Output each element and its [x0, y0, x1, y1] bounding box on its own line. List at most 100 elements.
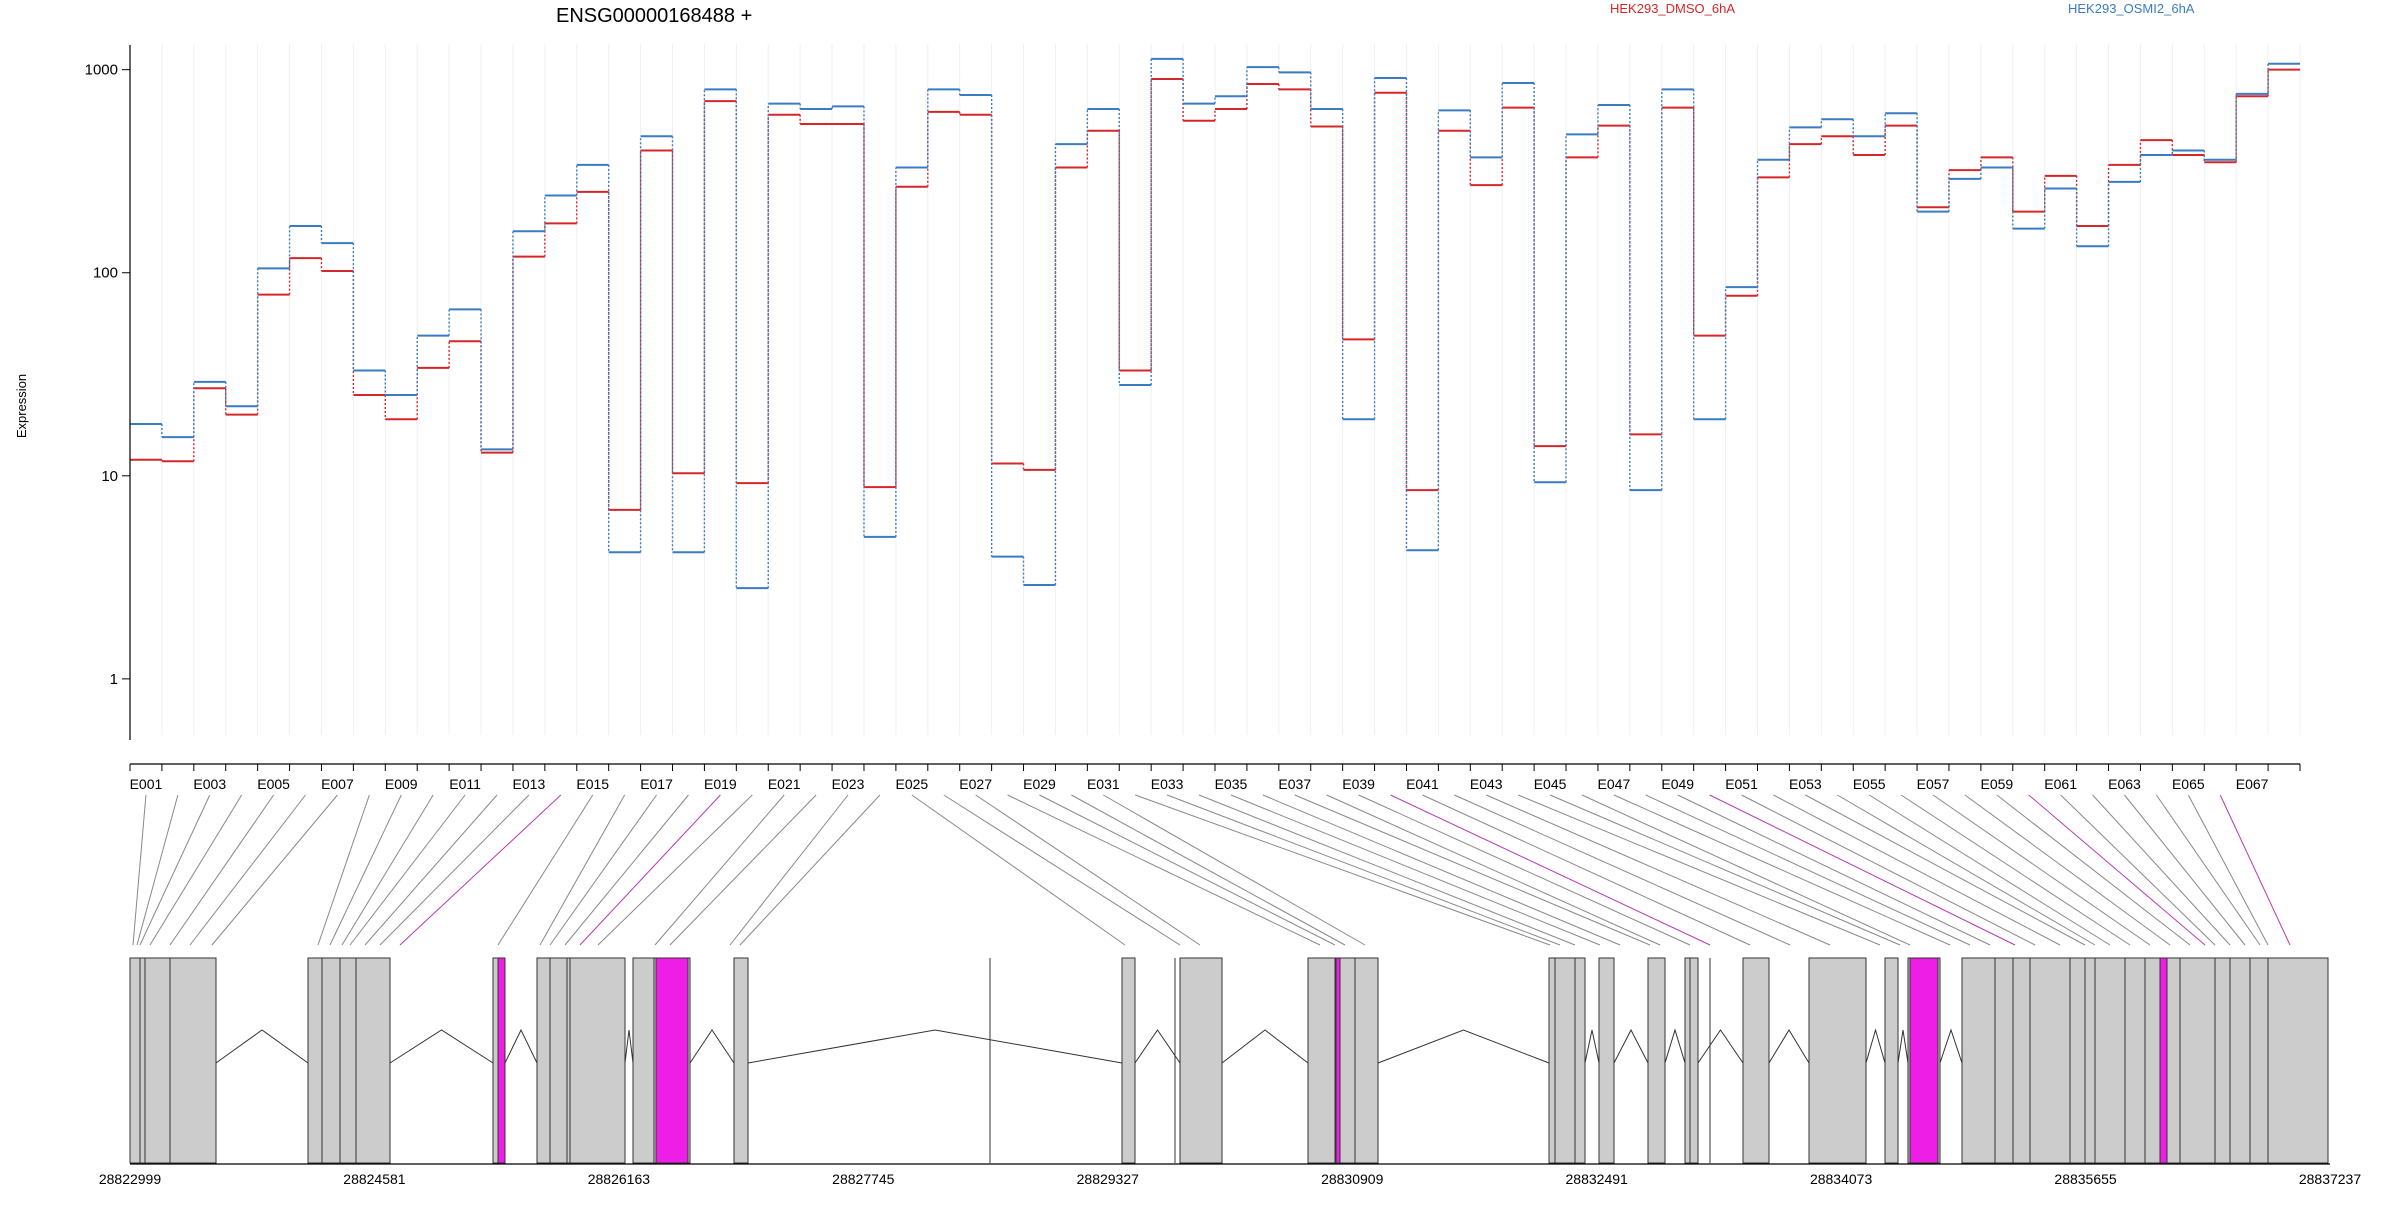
- series-layer: [130, 57, 2300, 590]
- intron-line: [1664, 1028, 1686, 1064]
- exon-block: [1684, 957, 1699, 1164]
- genome-tick-label: 28829327: [1077, 1171, 1140, 1187]
- exon-connector: [1900, 794, 2131, 946]
- x-tick-label: E063: [2108, 776, 2141, 792]
- y-tick-label: 1000: [85, 62, 118, 79]
- intron-line: [1768, 1029, 1810, 1064]
- exon-connector: [1773, 794, 2061, 946]
- exon-connector: [1868, 794, 2111, 946]
- exon-connector: [1996, 794, 2191, 946]
- exon-connector: [669, 794, 817, 946]
- x-tick-label: E047: [1598, 776, 1631, 792]
- exon-block: [307, 957, 391, 1164]
- x-tick-label: E003: [193, 776, 226, 792]
- exon-connector: [1262, 794, 1621, 946]
- exon-connector: [364, 794, 498, 946]
- genome-axis: 28822999 28824581 28826163 28827745 28829327…: [99, 1163, 2362, 1187]
- x-tick-label: E023: [832, 776, 865, 792]
- x-tick-label: E039: [1342, 776, 1375, 792]
- exon-connector: [497, 794, 594, 946]
- exon-connector: [341, 794, 434, 946]
- exon-connector: [2124, 794, 2246, 946]
- exon-connector: [1230, 794, 1601, 946]
- y-tick-label: 100: [93, 265, 118, 282]
- exon-connector: [1805, 794, 2086, 946]
- intron-line: [624, 1029, 634, 1064]
- exon-connector: [1932, 794, 2151, 946]
- exon-block: [1808, 957, 1867, 1164]
- intron-line: [504, 1028, 538, 1064]
- x-tick-label: E029: [1023, 776, 1056, 792]
- exon-connectors: [132, 794, 2291, 946]
- axes-layer: 1 10 100 1000 E001 E003 E005 E007 E009 E011 E013 E0…: [85, 45, 2301, 792]
- exon-connector: [539, 794, 626, 946]
- exon-connector: [399, 794, 562, 946]
- exon-connector: [579, 794, 721, 946]
- y-tick-label: 1: [110, 671, 118, 688]
- exon-connector: [943, 794, 1181, 946]
- x-tick-label: E017: [640, 776, 673, 792]
- x-tick-label: E051: [1725, 776, 1758, 792]
- intron-line: [1377, 1029, 1550, 1064]
- exon-block: [536, 957, 626, 1164]
- exon-connector: [1294, 794, 1651, 946]
- exon-connector: [1709, 794, 2016, 946]
- highlighted-exon: [497, 957, 506, 1164]
- exon-connector: [2092, 794, 2231, 946]
- exon-connector: [654, 794, 785, 946]
- legend-label-osmi: HEK293_OSMI2_6hA: [2068, 1, 2195, 16]
- exon-connector: [1486, 794, 1831, 946]
- genome-tick-label: 28827745: [832, 1171, 895, 1187]
- genome-tick-label: 28830909: [1321, 1171, 1384, 1187]
- exon-block: [1598, 957, 1615, 1164]
- exon-connector: [1358, 794, 1691, 946]
- genome-tick-label: 28822999: [99, 1171, 162, 1187]
- genome-tick-label: 28837237: [2299, 1171, 2362, 1187]
- x-tick-label: E031: [1087, 776, 1120, 792]
- exon-connector: [211, 794, 338, 946]
- x-tick-label: E055: [1853, 776, 1886, 792]
- exon-connector: [1007, 794, 1321, 946]
- exon-connector: [1677, 794, 1991, 946]
- exon-connector: [1071, 794, 1346, 946]
- exon-connector: [139, 794, 211, 946]
- exon-connector: [2060, 794, 2216, 946]
- exon-connector: [2187, 794, 2269, 946]
- exon-connector: [2028, 794, 2206, 946]
- exon-block: [1307, 957, 1379, 1164]
- exon-connector: [564, 794, 689, 946]
- exon-connector: [1964, 794, 2171, 946]
- exon-connector: [597, 794, 753, 946]
- exon-connector: [549, 794, 657, 946]
- intron-line: [1897, 1029, 1909, 1064]
- intron-line: [1939, 1028, 1963, 1064]
- exon-connector: [149, 794, 243, 946]
- exon-connector: [729, 794, 849, 946]
- x-tick-label: E061: [2044, 776, 2077, 792]
- intron-line: [747, 1029, 1123, 1064]
- exon-block: [129, 957, 217, 1164]
- exon-connector: [1326, 794, 1661, 946]
- exon-connector: [2219, 794, 2291, 946]
- exon-connector: [1549, 794, 1901, 946]
- highlighted-exon: [655, 957, 689, 1164]
- exon-connector: [975, 794, 1201, 946]
- x-tick-label: E043: [1470, 776, 1503, 792]
- exon-connector: [1390, 794, 1711, 946]
- exon-block: [733, 957, 749, 1164]
- x-tick-label: E041: [1406, 776, 1439, 792]
- exon-block: [1884, 957, 1899, 1164]
- x-tick-label: E005: [257, 776, 290, 792]
- exon-connector: [349, 794, 466, 946]
- series-osmi: [130, 57, 2300, 590]
- legend-label-dmso: HEK293_DMSO_6hA: [1610, 1, 1735, 16]
- intron-line: [215, 1029, 309, 1064]
- x-tick-label: E033: [1151, 776, 1184, 792]
- x-tick-label: E057: [1917, 776, 1950, 792]
- exon-block: [632, 957, 657, 1164]
- x-tick-label: E007: [321, 776, 354, 792]
- genome-tick-label: 28832491: [1566, 1171, 1629, 1187]
- x-tick-label: E049: [1661, 776, 1694, 792]
